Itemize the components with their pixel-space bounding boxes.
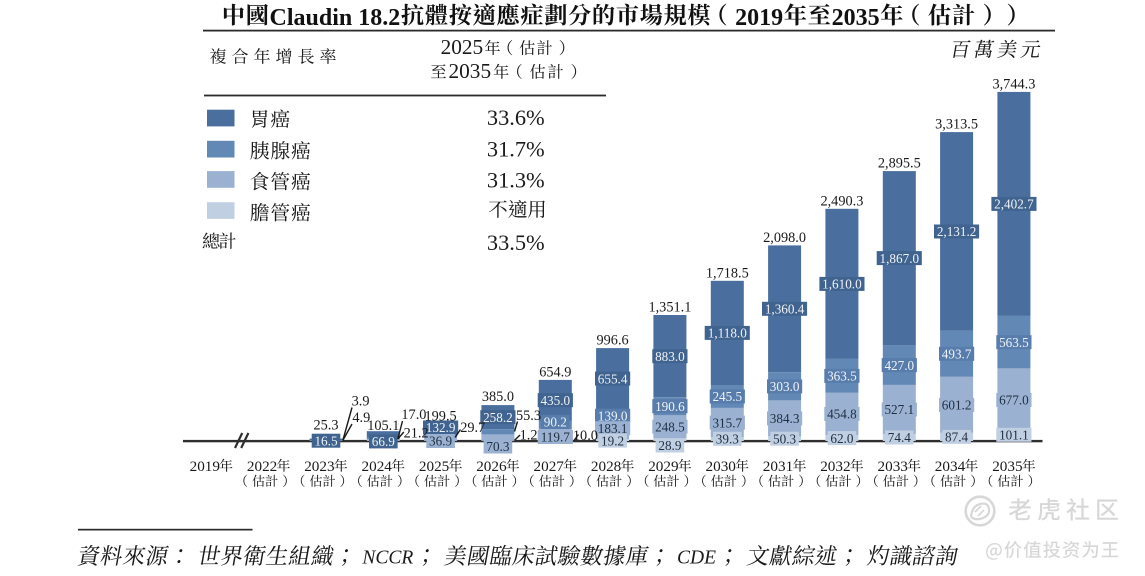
svg-text:105.1: 105.1 [367, 418, 399, 434]
svg-text:3,313.5: 3,313.5 [935, 117, 978, 133]
svg-text:29.7: 29.7 [460, 420, 485, 436]
svg-text:2023: 2023 [304, 458, 334, 475]
svg-text:2035: 2035 [992, 458, 1022, 475]
svg-text:190.6: 190.6 [655, 399, 685, 414]
svg-text:33.6%: 33.6% [487, 105, 545, 130]
svg-text:55.3: 55.3 [516, 408, 541, 424]
svg-text:1,351.1: 1,351.1 [648, 300, 691, 316]
svg-text:199.5: 199.5 [425, 409, 457, 425]
svg-text:2,895.5: 2,895.5 [878, 156, 921, 172]
svg-text:62.0: 62.0 [830, 431, 853, 446]
svg-text:31.3%: 31.3% [487, 168, 545, 193]
svg-text:248.5: 248.5 [655, 419, 685, 434]
svg-text:17.0: 17.0 [401, 407, 426, 423]
svg-text:2035: 2035 [449, 59, 492, 83]
svg-text:2035: 2035 [832, 5, 880, 31]
svg-text:677.0: 677.0 [999, 393, 1029, 408]
svg-text:139.0: 139.0 [598, 408, 628, 423]
svg-text:527.1: 527.1 [884, 402, 914, 417]
svg-text:4.9: 4.9 [352, 410, 370, 426]
svg-text:NCCR: NCCR [361, 548, 413, 569]
svg-text:21.2: 21.2 [404, 426, 429, 442]
svg-text:454.8: 454.8 [827, 407, 857, 422]
svg-text:435.0: 435.0 [540, 393, 570, 408]
svg-text:36.9: 36.9 [429, 434, 452, 449]
svg-text:245.5: 245.5 [712, 389, 742, 404]
svg-text:33.5%: 33.5% [487, 230, 545, 255]
svg-text:883.0: 883.0 [655, 349, 685, 364]
svg-text:303.0: 303.0 [770, 379, 800, 394]
svg-text:31.7%: 31.7% [487, 136, 545, 161]
svg-text:493.7: 493.7 [942, 347, 972, 362]
svg-text:1,718.5: 1,718.5 [706, 265, 749, 281]
svg-text:1,867.0: 1,867.0 [880, 251, 920, 266]
svg-text:183.1: 183.1 [598, 421, 628, 436]
svg-text:50.3: 50.3 [773, 431, 796, 446]
svg-text:1.2: 1.2 [520, 427, 538, 443]
svg-text:384.3: 384.3 [770, 411, 800, 426]
svg-text:2027: 2027 [534, 458, 565, 475]
svg-text:2032: 2032 [820, 458, 850, 475]
svg-text:2028: 2028 [591, 458, 622, 475]
svg-text:74.4: 74.4 [888, 430, 911, 445]
svg-text:3,744.3: 3,744.3 [992, 76, 1035, 92]
svg-text:2033: 2033 [878, 458, 908, 475]
svg-text:2019: 2019 [735, 5, 783, 31]
svg-text:19.2: 19.2 [601, 433, 624, 448]
svg-text:16.5: 16.5 [314, 433, 337, 448]
svg-text:2,490.3: 2,490.3 [820, 193, 863, 209]
svg-text:363.5: 363.5 [827, 369, 857, 384]
svg-text:2024: 2024 [362, 458, 393, 475]
svg-text:2030: 2030 [706, 458, 737, 475]
svg-text:1,610.0: 1,610.0 [822, 277, 862, 292]
svg-text:655.4: 655.4 [598, 371, 628, 386]
svg-text:Claudin 18.2: Claudin 18.2 [270, 5, 401, 31]
svg-text:70.3: 70.3 [486, 439, 509, 454]
svg-text:28.9: 28.9 [658, 438, 681, 453]
svg-text:2,131.2: 2,131.2 [937, 224, 977, 239]
svg-text:39.3: 39.3 [716, 432, 739, 447]
svg-text:427.0: 427.0 [884, 358, 914, 373]
svg-text:1,118.0: 1,118.0 [708, 326, 747, 341]
svg-text:563.5: 563.5 [999, 335, 1029, 350]
svg-text:87.4: 87.4 [945, 430, 968, 445]
svg-text:385.0: 385.0 [482, 389, 514, 405]
svg-text:119.7: 119.7 [541, 430, 571, 445]
svg-text:132.9: 132.9 [426, 420, 456, 435]
svg-text:2022: 2022 [247, 458, 277, 475]
svg-text:2029: 2029 [648, 458, 678, 475]
svg-text:2031: 2031 [763, 458, 793, 475]
svg-text:90.2: 90.2 [544, 415, 567, 430]
svg-text:2034: 2034 [935, 458, 966, 475]
svg-text:CDE: CDE [677, 548, 716, 569]
svg-text:3.9: 3.9 [352, 394, 370, 410]
svg-text:2025: 2025 [419, 458, 449, 475]
svg-text:2,098.0: 2,098.0 [763, 230, 806, 246]
svg-text:66.9: 66.9 [372, 434, 395, 449]
svg-text:25.3: 25.3 [313, 417, 338, 433]
svg-text:10.0: 10.0 [573, 428, 598, 444]
svg-text:1,360.4: 1,360.4 [765, 302, 805, 317]
svg-text:2,402.7: 2,402.7 [994, 197, 1034, 212]
svg-text:654.9: 654.9 [539, 364, 571, 380]
svg-text:996.6: 996.6 [597, 333, 629, 349]
svg-text:258.2: 258.2 [483, 410, 513, 425]
svg-text:2025: 2025 [441, 35, 484, 59]
svg-text:2026: 2026 [476, 458, 507, 475]
svg-text:315.7: 315.7 [712, 415, 742, 430]
svg-text:601.2: 601.2 [942, 398, 972, 413]
svg-text:101.1: 101.1 [999, 428, 1029, 443]
svg-text:2019: 2019 [190, 458, 220, 475]
